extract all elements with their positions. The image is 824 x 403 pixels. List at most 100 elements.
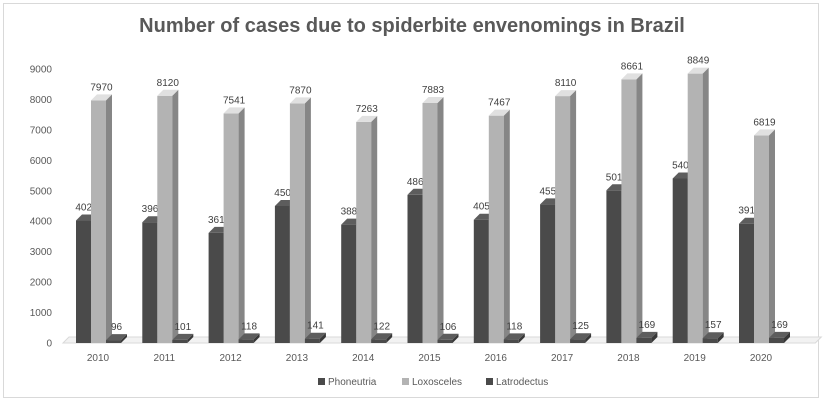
legend-label-latrodectus: Latrodectus [496, 377, 548, 388]
bar-phoneutria [606, 190, 622, 343]
y-tick-label: 1000 [30, 308, 53, 319]
bar-side-latrodectus [585, 333, 592, 343]
bar-top-latrodectus [371, 333, 393, 340]
bar-loxosceles [422, 103, 438, 344]
data-label: 7870 [289, 85, 312, 96]
data-label: 3888 [341, 207, 364, 218]
bar-top-loxosceles [687, 67, 709, 74]
data-label: 96 [111, 322, 123, 333]
bar-loxosceles [488, 115, 504, 344]
data-label: 4502 [274, 188, 297, 199]
bar-top-latrodectus [106, 334, 127, 341]
data-label: 7883 [422, 85, 445, 96]
bar-top-loxosceles [754, 129, 775, 136]
data-label: 7263 [356, 104, 379, 115]
data-label: 169 [771, 320, 788, 331]
x-tick-label: 2013 [286, 353, 309, 364]
y-tick-label: 0 [46, 339, 52, 350]
bar-top-latrodectus [172, 333, 194, 340]
bar-side-latrodectus [452, 333, 459, 343]
legend-label-phoneutria: Phoneutria [328, 377, 377, 388]
data-label: 118 [241, 321, 257, 332]
bar-phoneutria [76, 220, 91, 343]
bar-side-loxosceles [636, 73, 643, 343]
bar-side-loxosceles [503, 109, 510, 344]
x-tick-label: 2018 [617, 353, 640, 364]
bar-latrodectus [437, 339, 453, 343]
bar-latrodectus [172, 339, 188, 343]
bar-latrodectus [371, 339, 387, 343]
bar-side-latrodectus [784, 331, 790, 343]
bar-latrodectus [304, 338, 320, 343]
bar-top-latrodectus [570, 333, 592, 340]
bar-phoneutria [142, 222, 158, 343]
bar-top-latrodectus [503, 333, 525, 340]
bar-loxosceles [687, 73, 703, 344]
bar-side-latrodectus [651, 331, 658, 343]
x-tick-label: 2016 [485, 353, 508, 364]
data-label: 118 [506, 321, 522, 332]
data-label: 3968 [142, 204, 165, 215]
bar-side-loxosceles [702, 67, 709, 344]
bar-side-loxosceles [769, 129, 775, 343]
bar-top-loxosceles [223, 107, 245, 114]
chart-title: Number of cases due to spiderbite enveno… [139, 15, 685, 37]
bar-top-loxosceles [555, 90, 577, 97]
bar-phoneutria [672, 178, 688, 343]
bar-phoneutria [208, 232, 224, 343]
bar-top-loxosceles [91, 94, 112, 101]
y-tick-label: 8000 [30, 95, 53, 106]
legend-swatch-loxosceles [402, 378, 409, 385]
bar-top-loxosceles [289, 97, 311, 104]
y-tick-label: 7000 [30, 125, 53, 136]
bar-phoneutria [739, 223, 754, 343]
y-tick-label: 6000 [30, 156, 53, 167]
bar-loxosceles [223, 113, 239, 343]
bar-top-latrodectus [238, 333, 260, 340]
legend-swatch-latrodectus [486, 378, 493, 385]
bar-side-latrodectus [319, 332, 326, 343]
bar-side-loxosceles [437, 97, 444, 344]
data-label: 4868 [407, 177, 430, 188]
bar-loxosceles [555, 96, 571, 344]
data-label: 157 [705, 320, 722, 331]
bar-latrodectus [636, 337, 652, 343]
data-label: 8661 [621, 61, 644, 72]
x-tick-label: 2012 [219, 353, 242, 364]
bar-phoneutria [540, 204, 556, 343]
data-label: 8120 [157, 78, 180, 89]
bar-side-latrodectus [187, 333, 194, 343]
data-label: 106 [440, 322, 457, 333]
legend-swatch-phoneutria [318, 378, 325, 385]
y-tick-label: 3000 [30, 247, 53, 258]
data-label: 8110 [555, 78, 577, 89]
bar-latrodectus [570, 339, 586, 343]
data-label: 5405 [672, 160, 695, 171]
y-tick-label: 2000 [30, 278, 53, 289]
bar-phoneutria [341, 224, 357, 343]
bar-loxosceles [356, 121, 372, 344]
legend-label-loxosceles: Loxosceles [412, 377, 462, 388]
bar-top-loxosceles [422, 97, 444, 104]
y-tick-label: 5000 [30, 186, 53, 197]
data-label: 4022 [75, 203, 98, 214]
x-tick-label: 2011 [154, 353, 176, 364]
bar-top-loxosceles [356, 115, 378, 122]
bar-phoneutria [274, 205, 290, 343]
data-label: 7467 [488, 98, 511, 109]
bar-latrodectus [238, 339, 254, 343]
y-tick-label: 4000 [30, 217, 53, 228]
bar-top-latrodectus [437, 333, 459, 340]
bar-latrodectus [769, 337, 784, 343]
bar-top-loxosceles [621, 73, 643, 80]
bar-side-loxosceles [304, 97, 311, 343]
bar-loxosceles [157, 95, 173, 344]
bar-latrodectus [702, 338, 718, 343]
bar-top-loxosceles [488, 109, 510, 116]
bar-side-loxosceles [371, 115, 378, 343]
bar-side-loxosceles [570, 90, 577, 344]
bar-side-latrodectus [518, 333, 525, 343]
x-tick-label: 2017 [551, 353, 574, 364]
data-label: 3918 [738, 206, 761, 217]
